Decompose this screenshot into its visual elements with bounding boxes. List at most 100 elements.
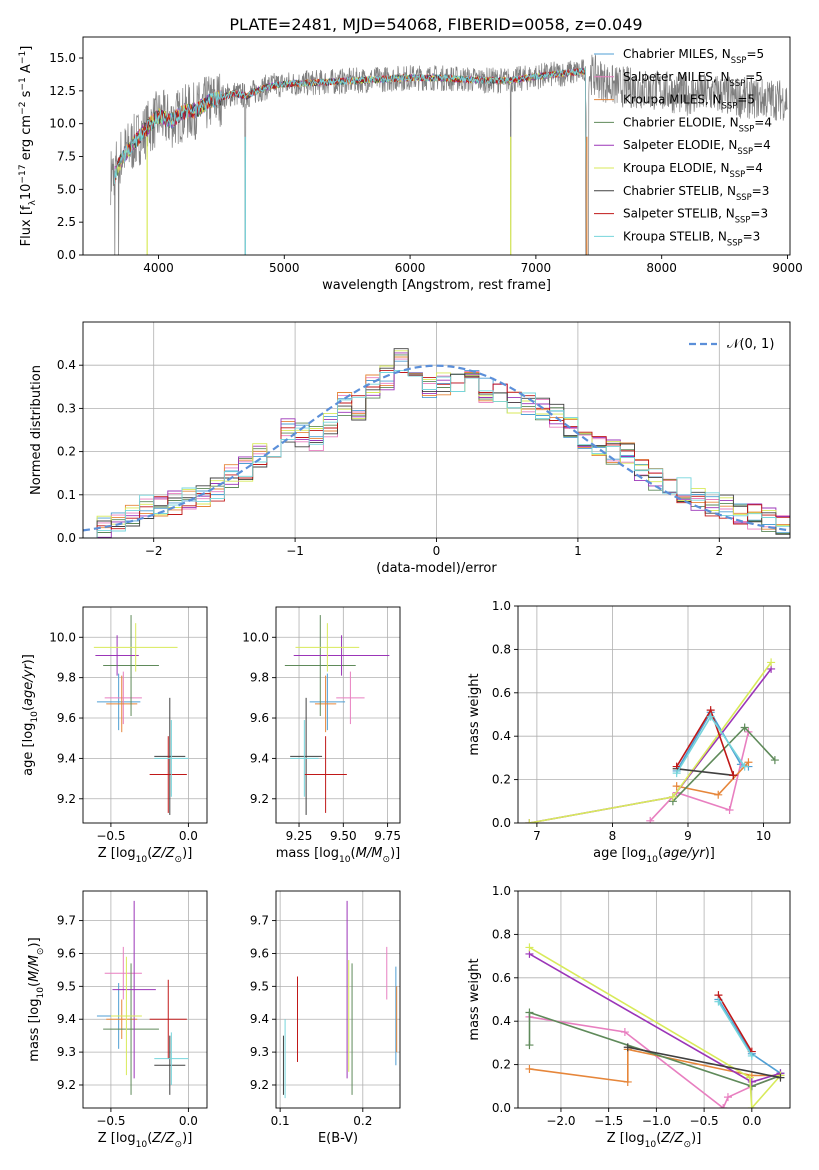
- model-spectrum-line: [114, 67, 588, 255]
- x-tick-label: 1: [574, 544, 582, 558]
- x-tick-label: 0.1: [271, 1114, 290, 1128]
- axes-frame: [517, 890, 791, 1109]
- spectrum-axes: Chabrier MILES, NSSP=5 Salpeter MILES, NS…: [18, 36, 803, 293]
- plot-area: [518, 606, 790, 823]
- x-tick-label: −2.0: [546, 1114, 575, 1128]
- y-tick-label: 9.3: [250, 1045, 269, 1059]
- age-vs-metallicity-axes: −0.5 0.0 9.2 9.4 9.6 9.8 10.0 Z [log10(Z/Z⊙)] ag…: [21, 606, 208, 865]
- plot-layer: [110, 54, 788, 255]
- x-axis-label: age [log10(age/yr)]: [593, 846, 715, 865]
- axes-frame: [82, 606, 208, 824]
- x-tick-label: 10: [756, 829, 771, 843]
- figure-title: PLATE=2481, MJD=54068, FIBERID=0058, z=0…: [229, 15, 642, 34]
- weight-marker: [668, 792, 677, 801]
- x-tick-label: −1.5: [594, 1114, 623, 1128]
- plot-layer: [93, 615, 189, 815]
- weight-line: [649, 731, 750, 822]
- x-tick-label: 9.75: [374, 829, 401, 843]
- plot-area: [276, 607, 400, 823]
- weight-marker: [740, 723, 749, 732]
- x-tick-label: 0: [433, 544, 441, 558]
- weight-marker: [525, 943, 534, 952]
- y-tick-label: 0.4: [492, 1014, 511, 1028]
- y-tick-label: 0.8: [492, 642, 511, 656]
- x-tick-label: 4000: [143, 261, 174, 275]
- y-tick-label: 1.0: [492, 884, 511, 898]
- legend-label: Chabrier ELODIE, NSSP=4: [623, 115, 772, 133]
- x-tick-label: 6000: [395, 261, 426, 275]
- x-tick-label: −0.5: [690, 1114, 719, 1128]
- axes-frame: [82, 36, 791, 256]
- plot-area: [518, 891, 790, 1108]
- weight-line: [627, 1046, 781, 1079]
- weight-marker: [620, 1028, 629, 1037]
- x-tick-label: 0.0: [179, 829, 198, 843]
- y-tick-label: 5.0: [57, 182, 76, 196]
- weight-marker: [525, 1064, 534, 1073]
- mass-vs-metallicity-axes: −0.5 0.0 9.2 9.3 9.4 9.5 9.6 9.7 Z [log10(Z/Z⊙)]…: [27, 890, 208, 1150]
- y-tick-label: 9.8: [57, 671, 76, 685]
- legend-label: Salpeter STELIB, NSSP=3: [623, 207, 768, 225]
- data-spectrum-line: [110, 54, 788, 255]
- y-tick-label: 9.7: [250, 914, 269, 928]
- y-tick-label: 0.0: [492, 1101, 511, 1115]
- y-axis-label: Normed distribution: [29, 365, 44, 495]
- plot-layer: [282, 900, 398, 1099]
- legend-label: Salpeter ELODIE, NSSP=4: [623, 138, 771, 156]
- y-tick-label: 1.0: [492, 599, 511, 613]
- y-tick-label: 9.2: [57, 1078, 76, 1092]
- axes-frame: [517, 605, 791, 824]
- x-axis-label: Z [log10(Z/Z⊙)]: [607, 1131, 702, 1150]
- weight-marker: [525, 1041, 534, 1050]
- y-tick-label: 9.6: [57, 946, 76, 960]
- y-tick-label: 9.4: [250, 751, 269, 765]
- x-tick-label: 9.25: [286, 829, 313, 843]
- weight-marker: [719, 1104, 728, 1108]
- y-tick-label: 0.4: [492, 729, 511, 743]
- y-axis-label: mass weight: [467, 673, 482, 755]
- x-axis-label: E(B-V): [318, 1131, 358, 1146]
- age-vs-mass-axes: 9.25 9.50 9.75 9.2 9.4 9.6 9.8 10.0 mass [log10(…: [242, 606, 401, 865]
- y-tick-label: 0.0: [492, 816, 511, 830]
- legend-label: Chabrier MILES, NSSP=5: [623, 47, 764, 65]
- plot-area: [276, 891, 400, 1108]
- weight-marker: [723, 1093, 732, 1102]
- weight-marker: [525, 1008, 534, 1017]
- x-axis-label: wavelength [Angstrom, rest frame]: [322, 278, 551, 293]
- weight-marker: [767, 658, 776, 667]
- legend-label: Chabrier STELIB, NSSP=3: [623, 184, 769, 202]
- weight-marker: [747, 1104, 756, 1108]
- weight-vs-metallicity-axes: −2.0 −1.5 −1.0 −0.5 0.0 0.0 0.2 0.4 0.6 0.8 1.0 Z […: [467, 884, 791, 1150]
- y-tick-label: 9.6: [57, 711, 76, 725]
- x-tick-label: 2: [715, 544, 723, 558]
- x-tick-label: 0.0: [179, 1114, 198, 1128]
- y-tick-label: 9.4: [250, 1012, 269, 1026]
- x-tick-label: −0.5: [96, 829, 125, 843]
- x-tick-label: 9.50: [330, 829, 357, 843]
- x-tick-label: 7: [533, 829, 541, 843]
- plot-layer: [284, 615, 390, 815]
- weight-marker: [776, 1073, 785, 1082]
- weight-marker: [725, 805, 734, 814]
- x-tick-label: 8000: [646, 261, 677, 275]
- y-tick-label: 9.2: [250, 792, 269, 806]
- y-tick-label: 7.5: [57, 150, 76, 164]
- weight-marker: [770, 756, 779, 765]
- spectrum-legend: Chabrier MILES, NSSP=5 Salpeter MILES, NS…: [594, 47, 772, 247]
- y-tick-label: 0.1: [57, 488, 76, 502]
- x-tick-label: −1.0: [642, 1114, 671, 1128]
- plot-layer: [525, 658, 779, 823]
- weight-vs-age-axes: 7 8 9 10 0.0 0.2 0.4 0.6 0.8 1.0 age [log10(age/yr…: [467, 599, 791, 865]
- weight-marker: [623, 1043, 632, 1052]
- axes-frame: [82, 890, 208, 1109]
- weight-marker: [714, 790, 723, 799]
- y-tick-label: 9.6: [250, 946, 269, 960]
- x-tick-label: 0.0: [742, 1114, 761, 1128]
- y-axis-label: mass [log10(M/M⊙)]: [27, 937, 46, 1061]
- legend-label: Kroupa STELIB, NSSP=3: [623, 229, 760, 247]
- plot-layer: [525, 943, 785, 1108]
- weight-marker: [672, 769, 681, 778]
- y-tick-label: 9.8: [250, 671, 269, 685]
- x-axis-label: Z [log10(Z/Z⊙)]: [98, 1131, 193, 1150]
